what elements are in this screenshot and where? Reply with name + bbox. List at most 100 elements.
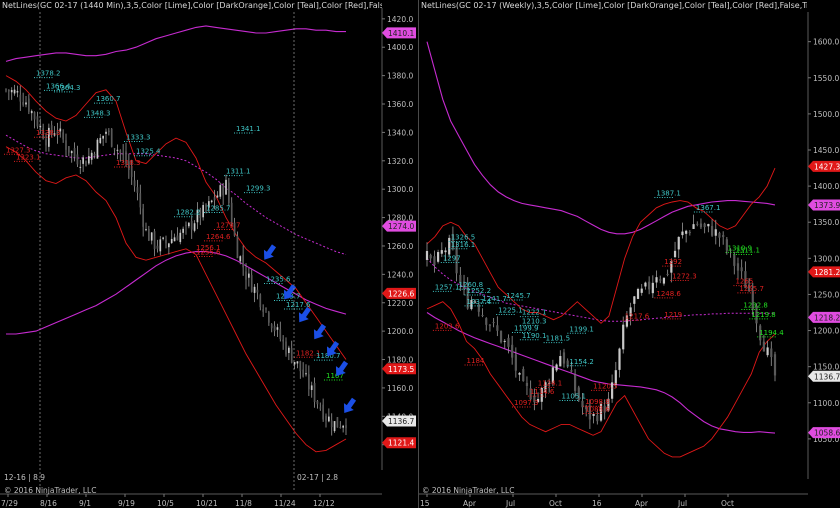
daily-candle xyxy=(68,146,70,157)
weekly-price-marker-flag xyxy=(808,370,840,382)
weekly-candle xyxy=(562,348,566,368)
chart-pane-weekly[interactable]: 1050.0 1100.0 1150.0 1200.0 1250.0 1300.0 1350… xyxy=(419,0,840,508)
weekly-level-label: 1088.6 xyxy=(585,405,610,413)
daily-candle xyxy=(305,364,307,377)
daily-candle xyxy=(342,424,344,433)
daily-candle-body xyxy=(165,239,167,244)
daily-level-label: 1264.6 xyxy=(206,233,231,241)
weekly-level-label: 1367.1 xyxy=(696,204,721,212)
daily-chart-canvas[interactable]: 1120.01140.01160.01180.01200.01220.01240… xyxy=(0,0,418,508)
daily-candle xyxy=(290,340,293,364)
daily-candle-body xyxy=(8,89,10,92)
daily-candle xyxy=(148,225,150,241)
weekly-candle xyxy=(444,247,447,262)
weekly-candle xyxy=(429,253,432,262)
daily-candle xyxy=(299,360,302,379)
weekly-candle xyxy=(677,236,680,259)
weekly-candle-body xyxy=(755,305,758,324)
daily-candle xyxy=(108,128,110,136)
daily-candle-body xyxy=(182,228,184,233)
weekly-candle-body xyxy=(740,267,743,272)
daily-level-label: 1180.7 xyxy=(316,352,341,360)
weekly-candle-body xyxy=(496,325,499,331)
daily-candle-body xyxy=(73,148,76,157)
weekly-candle-body xyxy=(503,340,506,342)
weekly-candle-body xyxy=(729,249,732,251)
daily-candle xyxy=(8,89,10,101)
weekly-x-tick-label: 16 xyxy=(592,499,602,508)
weekly-candle xyxy=(755,303,758,333)
weekly-candle-body xyxy=(736,263,740,271)
weekly-candle xyxy=(555,363,558,373)
daily-candle xyxy=(85,160,87,167)
weekly-candle xyxy=(481,308,484,318)
daily-candle xyxy=(270,323,273,333)
daily-y-tick-label: 1300.0 xyxy=(387,185,413,194)
weekly-candle-body xyxy=(603,405,606,413)
weekly-candle-body xyxy=(625,315,629,327)
daily-price-marker-flag xyxy=(382,27,416,39)
daily-candle-body xyxy=(305,373,307,375)
daily-x-tick-label: 8/16 xyxy=(40,499,57,508)
daily-down-arrow-icon xyxy=(326,340,340,357)
weekly-candle-body xyxy=(670,261,673,273)
daily-candle xyxy=(145,222,147,232)
daily-level-label: 1235.6 xyxy=(266,275,291,283)
weekly-candle-body xyxy=(762,341,765,352)
daily-candle-body xyxy=(150,232,153,241)
daily-level-label: 1217.6 xyxy=(286,301,311,309)
weekly-candle xyxy=(766,340,769,358)
daily-candle xyxy=(110,128,113,148)
daily-level-label: 1311.1 xyxy=(226,168,251,176)
daily-candle-body xyxy=(199,209,202,219)
daily-candle xyxy=(10,87,13,100)
daily-candle-body xyxy=(105,131,107,134)
daily-candle-body xyxy=(156,245,159,249)
daily-candle-body xyxy=(50,125,53,134)
chart-pane-daily[interactable]: 1120.01140.01160.01180.01200.01220.01240… xyxy=(0,0,418,508)
daily-candle-body xyxy=(262,309,264,312)
weekly-x-tick-label: Oct xyxy=(549,499,562,508)
weekly-candle xyxy=(614,361,617,388)
weekly-level-label: 1097.3 xyxy=(514,399,539,407)
daily-candle xyxy=(79,160,82,175)
daily-candle xyxy=(62,129,64,143)
weekly-candle-body xyxy=(759,325,762,341)
weekly-candle-body xyxy=(448,237,451,255)
weekly-level-label: 1105.1 xyxy=(561,392,586,400)
daily-price-marker-label: 1121.4 xyxy=(388,439,414,448)
daily-level-label: 1325.4 xyxy=(136,148,161,156)
daily-candle xyxy=(5,88,7,93)
weekly-chart-canvas[interactable]: 1050.0 1100.0 1150.0 1200.0 1250.0 1300.0 1350… xyxy=(419,0,840,508)
daily-candle xyxy=(228,177,230,206)
daily-candle xyxy=(53,126,56,137)
daily-candle xyxy=(119,149,122,162)
daily-candle-body xyxy=(19,94,22,102)
weekly-candle xyxy=(525,376,529,395)
daily-candle xyxy=(345,418,347,435)
weekly-candle xyxy=(659,275,662,284)
weekly-price-marker: 1058.6 xyxy=(808,427,840,439)
weekly-level-label: 1225.1 xyxy=(498,307,523,315)
pane-divider[interactable] xyxy=(418,0,419,508)
weekly-candle-body xyxy=(470,299,473,310)
daily-y-tick-label: 1180.0 xyxy=(387,356,413,365)
daily-candle xyxy=(248,268,250,287)
weekly-candle xyxy=(729,248,732,258)
daily-candle-body xyxy=(239,256,242,262)
weekly-price-marker-flag xyxy=(808,266,840,278)
weekly-candle xyxy=(474,299,477,304)
daily-candle-body xyxy=(128,161,130,170)
weekly-chart-indicator-label: NetLines(GC 02-17 (Weekly),3,5,Color [Li… xyxy=(421,1,807,10)
weekly-level-label: 1184 xyxy=(467,357,485,365)
daily-candle-body xyxy=(159,239,162,252)
weekly-level-label: 1124.1 xyxy=(538,379,563,387)
daily-candle xyxy=(56,122,59,144)
daily-candle-body xyxy=(28,98,30,112)
weekly-candle-body xyxy=(636,288,640,299)
daily-candle-body xyxy=(116,149,119,151)
daily-candle xyxy=(25,95,27,108)
daily-price-marker-label: 1410.1 xyxy=(388,29,414,38)
weekly-level-label: 1120.5 xyxy=(593,382,618,390)
daily-candle-body xyxy=(136,187,139,193)
